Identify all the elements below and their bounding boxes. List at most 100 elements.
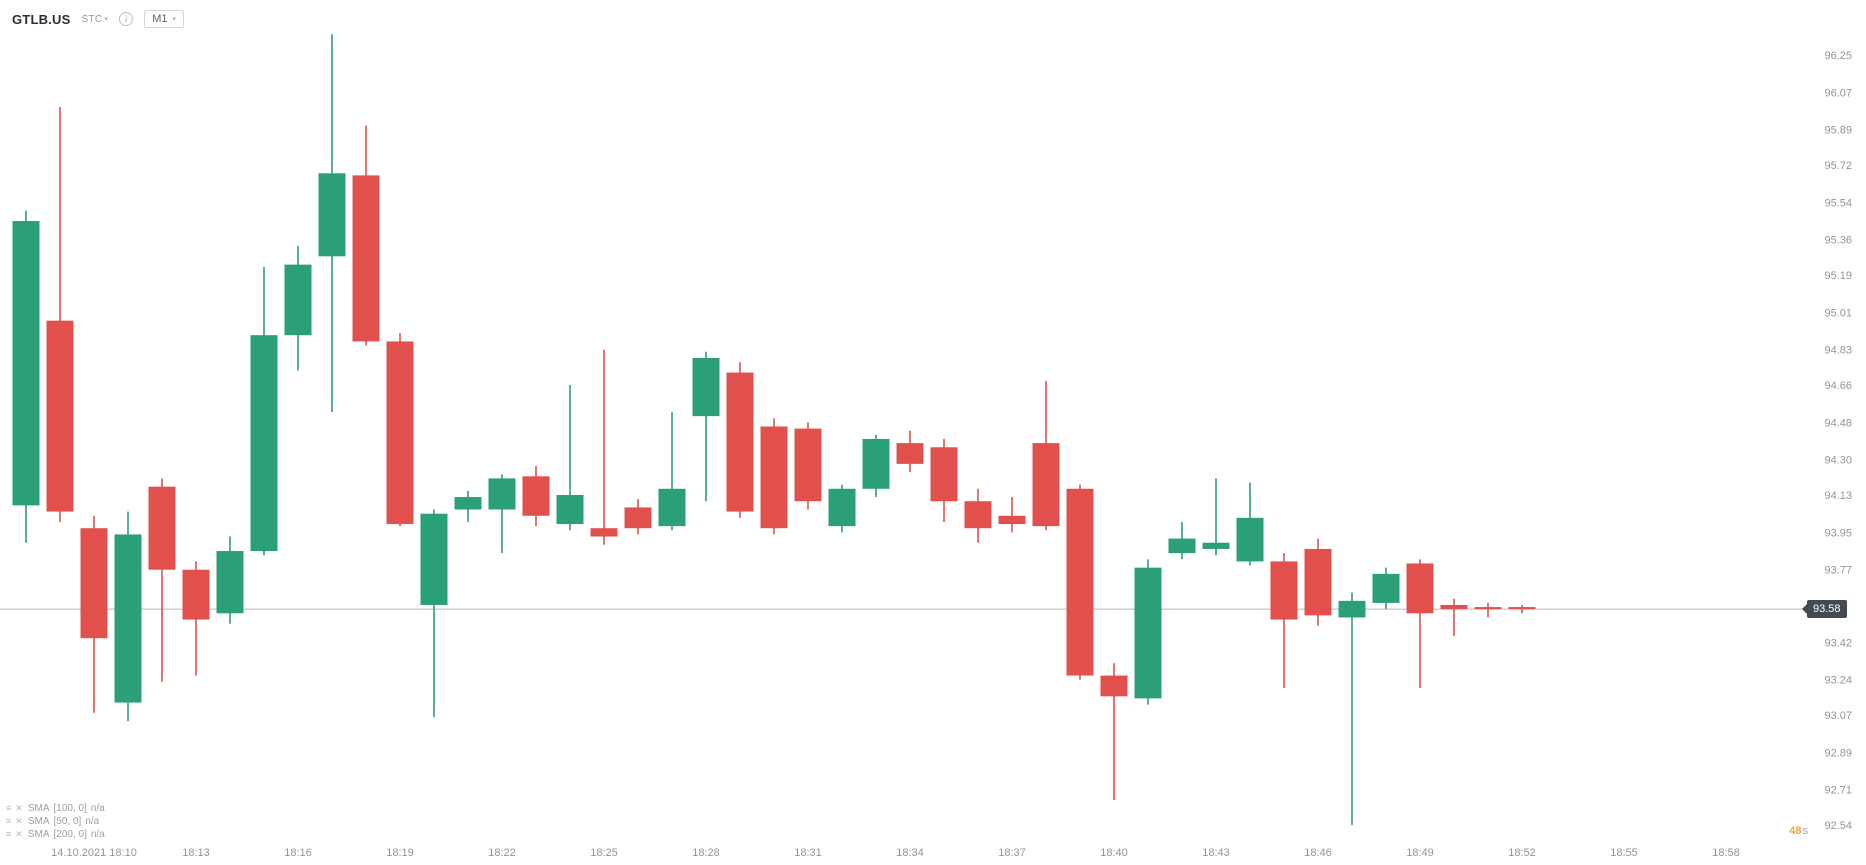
candle-body [148,486,176,570]
info-icon[interactable]: i [119,12,134,26]
candle-body [862,438,890,489]
candle-body [556,495,584,525]
candle-body [896,443,924,464]
time-tick-label: 18:55 [1610,847,1638,859]
candle-body [1100,675,1128,697]
indicator-row: ≡ ✕ SMA [100, 0] n/a [6,802,105,815]
candle-body [726,372,754,512]
indicator-menu-icon[interactable]: ≡ [6,816,12,826]
price-tick-label: 93.24 [1824,675,1852,687]
indicator-close-icon[interactable]: ✕ [15,829,23,839]
indicator-name: SMA [27,803,50,814]
price-axis[interactable]: 96.25 96.07 95.89 95.72 95.54 95.36 95.19 95.01… [1824,50,1852,832]
price-tick-label: 95.01 [1824,307,1852,319]
price-tick-label: 94.83 [1824,345,1852,357]
indicator-value: n/a [85,816,100,827]
candle-body [1304,548,1332,616]
market-selector[interactable]: STC ▾ [81,14,108,25]
indicator-close-icon[interactable]: ✕ [15,803,23,813]
indicator-params: [50, 0] [53,816,82,827]
candle-body [318,173,346,257]
time-tick-label: 18:13 [182,847,210,859]
timeframe-dropdown[interactable]: M1 ▾ [144,10,184,28]
candle-body [1270,561,1298,620]
time-tick-label: 18:52 [1508,847,1536,859]
indicator-legend: ≡ ✕ SMA [100, 0] n/a ≡ ✕ SMA [50, 0] n/a… [6,802,105,841]
time-tick-label: 18:28 [692,847,720,859]
indicator-menu-icon[interactable]: ≡ [6,829,12,839]
price-tick-label: 94.30 [1824,455,1852,467]
indicator-close-icon[interactable]: ✕ [15,816,23,826]
candle-body [1066,488,1094,676]
time-tick-label: 18:43 [1202,847,1230,859]
candle-body [964,501,992,529]
candle-body [454,497,482,510]
candle-body [590,528,618,537]
candle-body [794,428,822,502]
price-tick-label: 94.66 [1824,380,1852,392]
market-badge-label: STC [81,13,103,25]
candle-body [284,264,312,336]
price-tick-label: 92.89 [1824,747,1852,759]
indicator-params: [200, 0] [53,829,87,840]
chevron-down-icon: ▾ [172,15,176,23]
candle-body [1168,538,1196,554]
chevron-down-icon: ▾ [104,15,109,23]
candle-body [1338,600,1366,618]
time-tick-label: 18:46 [1304,847,1332,859]
price-tick-label: 96.07 [1824,87,1852,99]
candle-body [522,476,550,516]
price-tick-label: 93.07 [1824,710,1852,722]
candle-body [998,515,1026,525]
candle-body [828,488,856,527]
time-tick-label: 18:49 [1406,847,1434,859]
candle-body [1508,607,1536,610]
time-tick-label: 18:37 [998,847,1026,859]
time-tick-label: 18:19 [386,847,414,859]
indicator-value: n/a [90,829,105,840]
candle-body [250,335,278,552]
price-tick-label: 92.71 [1824,785,1852,797]
candle-body [1372,573,1400,603]
indicator-menu-icon[interactable]: ≡ [6,803,12,813]
price-tick-label: 95.89 [1824,125,1852,137]
price-tick-label: 95.19 [1824,270,1852,282]
indicator-row: ≡ ✕ SMA [200, 0] n/a [6,828,105,841]
time-tick-label: 18:31 [794,847,822,859]
indicator-name: SMA [27,829,50,840]
time-tick-label: 18:34 [896,847,924,859]
price-tick-label: 96.25 [1824,50,1852,62]
countdown-unit: s [1802,825,1809,837]
indicator-row: ≡ ✕ SMA [50, 0] n/a [6,815,105,828]
candle-body [80,528,108,639]
candle-body [216,551,244,614]
time-tick-label: 18:40 [1100,847,1128,859]
time-tick-label: 18:22 [488,847,516,859]
candle-body [420,513,448,605]
candle-body [760,426,788,529]
candle-body [1032,443,1060,527]
candle-body [386,341,414,525]
candle-body [12,221,40,506]
price-tick-label: 92.54 [1824,820,1852,832]
timeframe-label: M1 [152,13,168,25]
price-tick-label: 93.42 [1824,637,1852,649]
time-tick-label: 18:58 [1712,847,1740,859]
price-tick-label: 95.36 [1824,235,1852,247]
candles [12,34,1536,825]
indicator-name: SMA [27,816,50,827]
candle-body [624,507,652,529]
instrument-header: GTLB.US STC ▾ i M1 ▾ [12,10,184,28]
candle-body [692,358,720,417]
price-tick-label: 94.13 [1824,490,1852,502]
candle-body [1134,567,1162,699]
candle-body [1474,607,1502,610]
candle-body [114,534,142,703]
candle-countdown: 48s [1789,825,1808,837]
candle-body [1202,542,1230,549]
price-tick-label: 93.77 [1824,565,1852,577]
candle-body [658,488,686,527]
time-axis[interactable]: 14.10.2021 18:10 18:13 18:16 18:19 18:22 18:2… [51,847,1740,859]
